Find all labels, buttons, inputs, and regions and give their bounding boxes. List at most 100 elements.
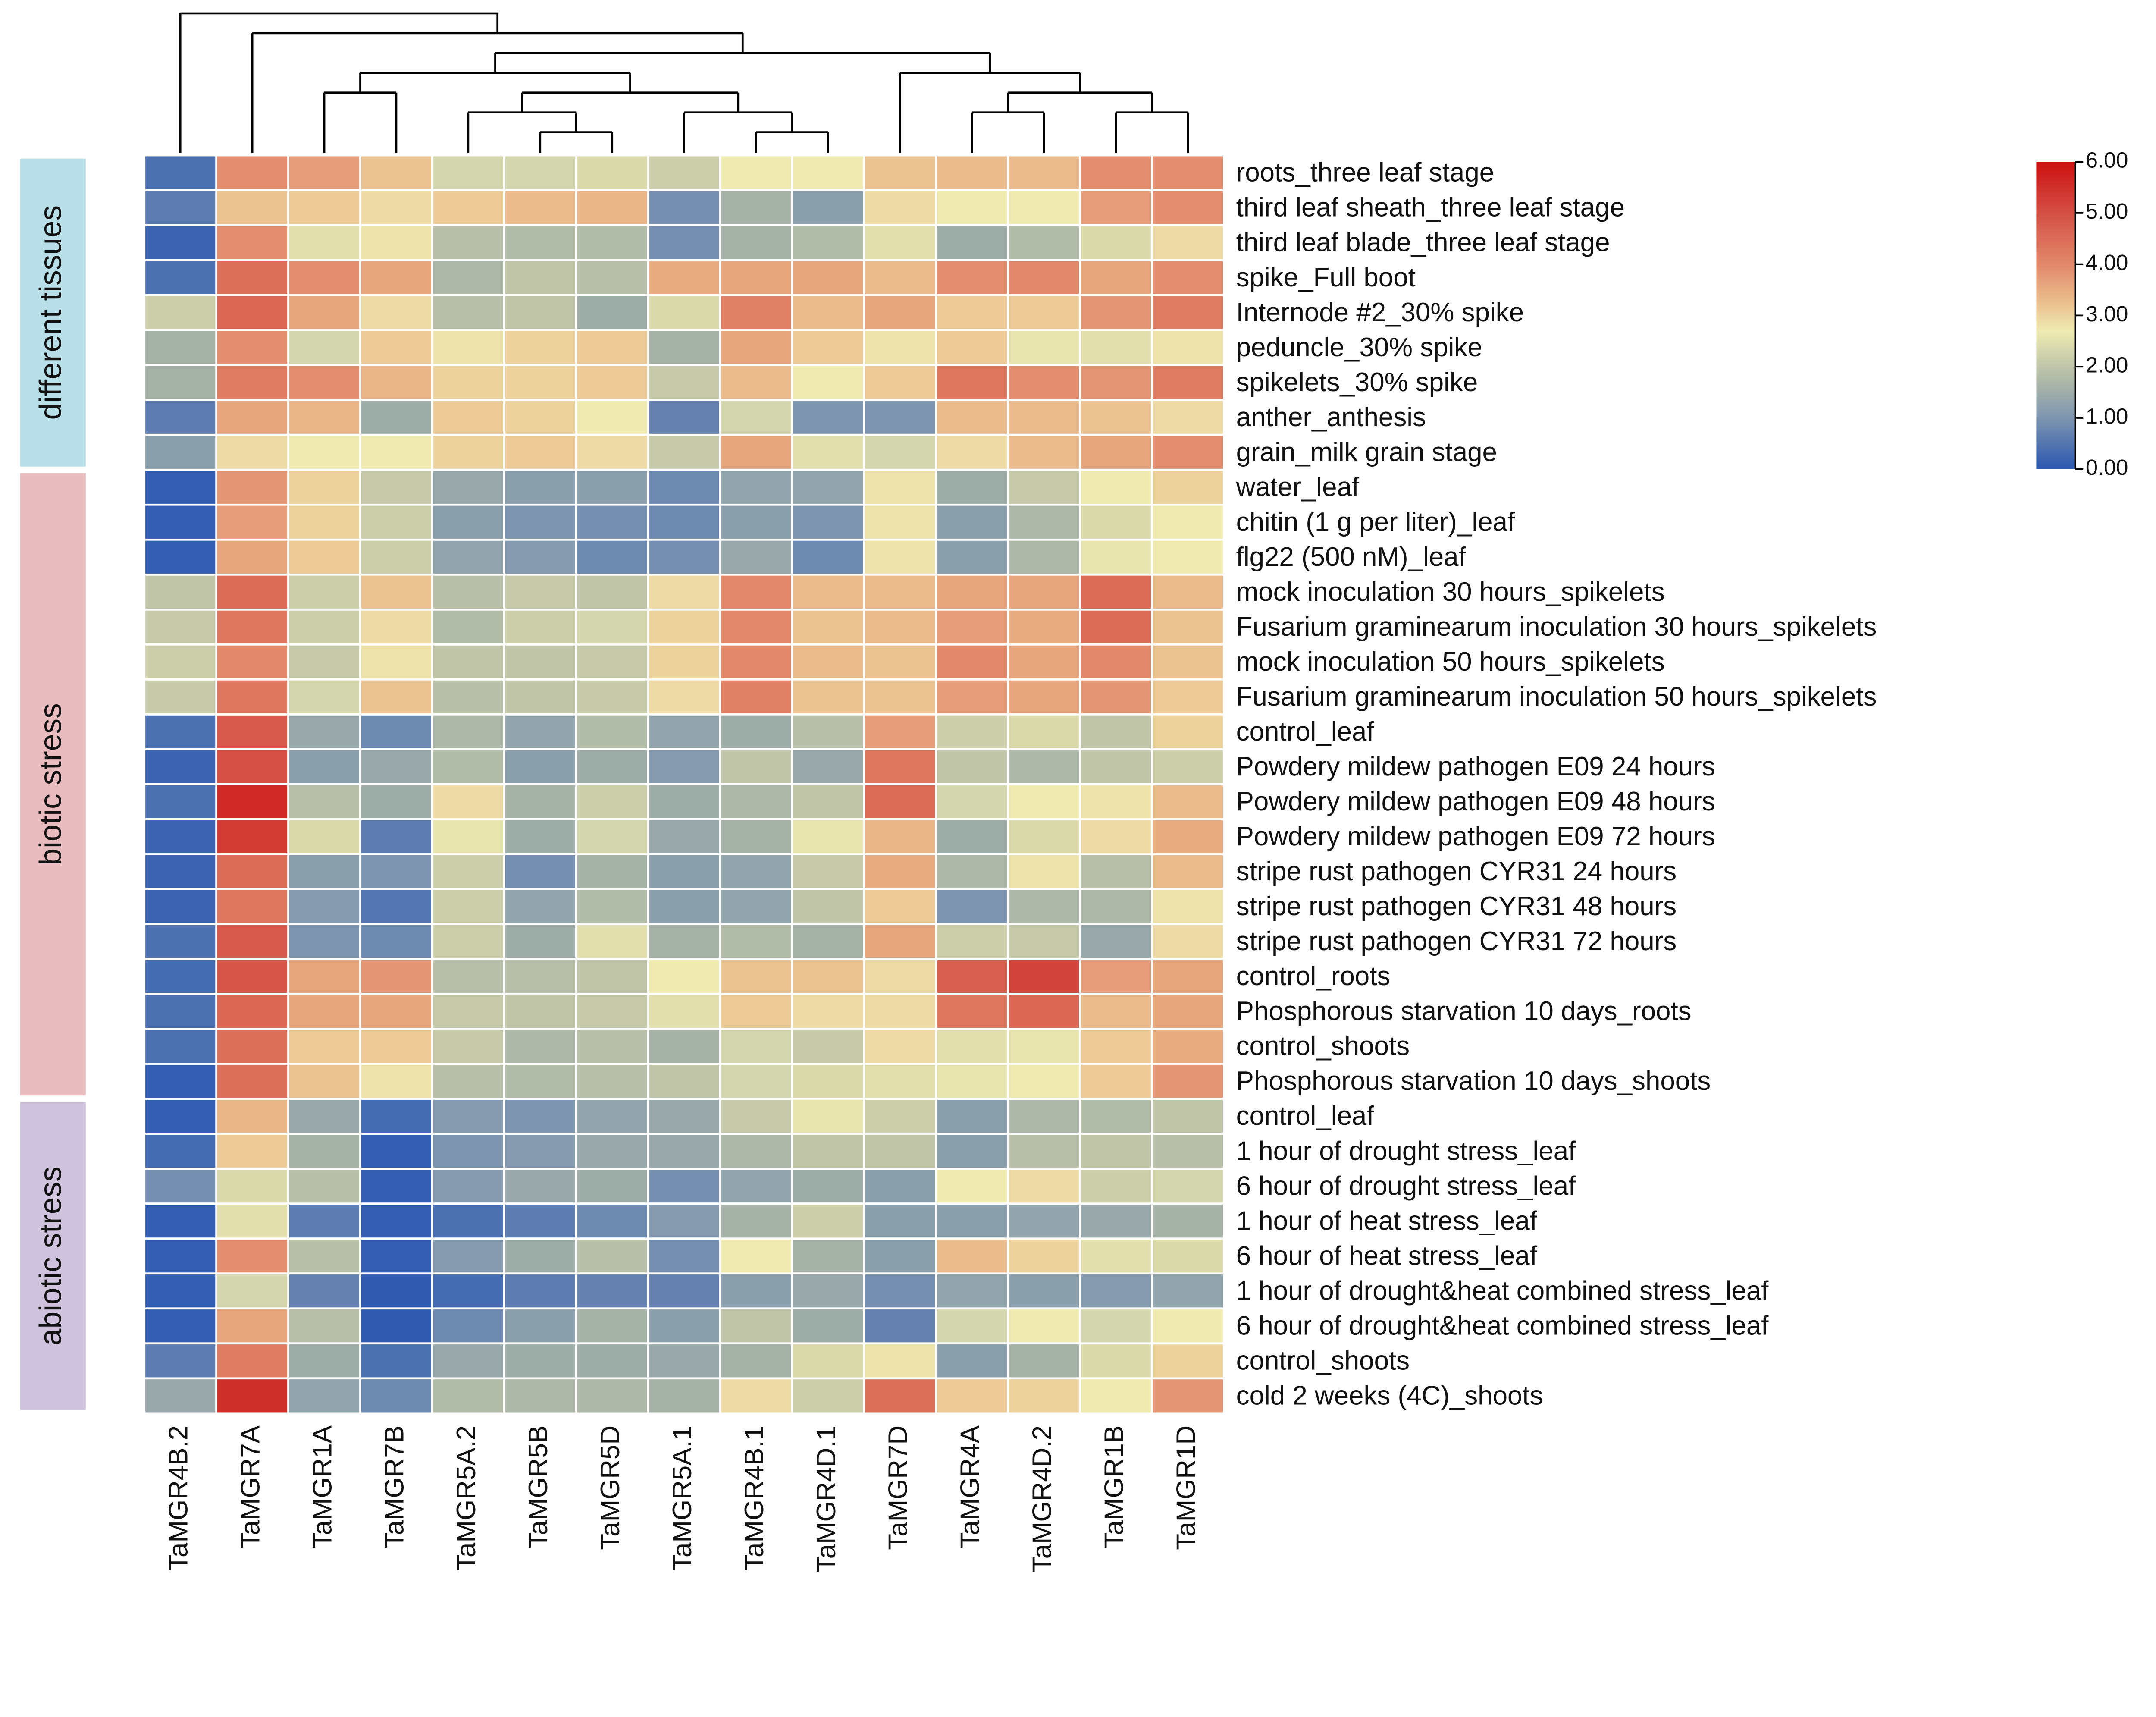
heatmap-cell	[1079, 538, 1153, 576]
heatmap-cell	[1151, 1307, 1225, 1345]
heatmap-cell	[791, 503, 865, 541]
heatmap-cell	[215, 1028, 289, 1065]
heatmap-cell	[1151, 1133, 1225, 1170]
heatmap-cell	[1007, 364, 1081, 401]
heatmap-cell	[647, 154, 721, 191]
heatmap-cell	[647, 468, 721, 506]
heatmap-cell	[431, 154, 505, 191]
heatmap-cell	[791, 923, 865, 960]
heatmap-cell	[575, 1272, 649, 1310]
heatmap-cell	[143, 189, 218, 226]
heatmap-cell	[935, 503, 1009, 541]
heatmap-cell	[935, 468, 1009, 506]
heatmap-cell	[1007, 433, 1081, 471]
column-label: TaMGR5A.2	[451, 1425, 481, 1571]
heatmap-cell	[143, 643, 218, 681]
heatmap-cell	[215, 958, 289, 995]
row-label: Internode #2_30% spike	[1236, 298, 1524, 327]
heatmap-cell	[935, 433, 1009, 471]
heatmap-cell	[503, 713, 577, 750]
heatmap-cell	[143, 294, 218, 331]
heatmap-cell	[647, 1028, 721, 1065]
heatmap-cell	[431, 853, 505, 890]
heatmap-cell	[863, 888, 937, 925]
row-label: mock inoculation 30 hours_spikelets	[1236, 577, 1665, 607]
heatmap-cell	[1151, 573, 1225, 611]
heatmap-cell	[215, 468, 289, 506]
heatmap-cell	[431, 678, 505, 716]
column-labels: TaMGR4B.2 TaMGR7A TaMGR1A TaMGR7B TaMGR5A.2 T…	[164, 1425, 1201, 1572]
heatmap-cell	[791, 678, 865, 716]
column-label: TaMGR1D	[1171, 1425, 1201, 1550]
heatmap-cell	[719, 399, 793, 436]
heatmap-cell	[143, 1063, 218, 1100]
heatmap-cell	[503, 678, 577, 716]
heatmap-cell	[1151, 468, 1225, 506]
colorbar-tick-label: 6.00	[2086, 148, 2128, 172]
heatmap-cell	[863, 1202, 937, 1240]
heatmap-cell	[359, 643, 433, 681]
heatmap-cell	[431, 433, 505, 471]
row-label: control_leaf	[1236, 1101, 1375, 1131]
heatmap-cell	[863, 713, 937, 750]
heatmap-cell	[431, 748, 505, 785]
heatmap-cell	[647, 224, 721, 261]
heatmap-cell	[791, 609, 865, 646]
heatmap-cell	[431, 993, 505, 1030]
heatmap-cell	[287, 958, 361, 995]
heatmap-cell	[359, 958, 433, 995]
heatmap-cell	[863, 783, 937, 820]
heatmap-cell	[503, 1272, 577, 1310]
heatmap-cell	[647, 1098, 721, 1135]
heatmap-cell	[143, 1272, 218, 1310]
heatmap-cell	[359, 189, 433, 226]
column-label: TaMGR4B.2	[164, 1425, 194, 1571]
heatmap-cell	[503, 259, 577, 296]
heatmap-cell	[575, 468, 649, 506]
heatmap-cell	[359, 259, 433, 296]
heatmap-cell	[935, 154, 1009, 191]
heatmap-cell	[215, 1063, 289, 1100]
row-label: cold 2 weeks (4C)_shoots	[1236, 1381, 1543, 1410]
heatmap-cell	[647, 1202, 721, 1240]
heatmap-cell	[215, 503, 289, 541]
heatmap-cell	[503, 1202, 577, 1240]
heatmap-cell	[863, 853, 937, 890]
heatmap-cell	[359, 154, 433, 191]
heatmap-cell	[359, 538, 433, 576]
column-label: TaMGR4B.1	[740, 1425, 769, 1571]
heatmap-cell	[647, 853, 721, 890]
heatmap-cell	[647, 1168, 721, 1205]
heatmap-cell	[575, 154, 649, 191]
heatmap-cell	[719, 678, 793, 716]
heatmap-cell	[431, 1133, 505, 1170]
heatmap-cell	[215, 538, 289, 576]
heatmap-cell	[503, 609, 577, 646]
heatmap-cell	[1007, 609, 1081, 646]
column-label: TaMGR4D.1	[812, 1425, 841, 1572]
heatmap-cell	[791, 364, 865, 401]
heatmap-cell	[359, 923, 433, 960]
heatmap-cell	[647, 609, 721, 646]
heatmap-cell	[215, 1377, 289, 1415]
heatmap-cell	[287, 364, 361, 401]
heatmap-cell	[143, 748, 218, 785]
row-label: Fusarium graminearum inoculation 50 hour…	[1236, 682, 1877, 712]
heatmap-cell	[287, 818, 361, 855]
heatmap-cell	[143, 1307, 218, 1345]
heatmap-cell	[791, 958, 865, 995]
heatmap-cell	[1151, 189, 1225, 226]
heatmap-cell	[359, 853, 433, 890]
heatmap-cell	[1079, 1272, 1153, 1310]
heatmap-cell	[1079, 364, 1153, 401]
heatmap-cell	[575, 224, 649, 261]
heatmap-cell	[503, 468, 577, 506]
heatmap-cell	[575, 678, 649, 716]
heatmap-cell	[1079, 609, 1153, 646]
heatmap-cell	[719, 1202, 793, 1240]
heatmap-cell	[143, 678, 218, 716]
heatmap-cell	[431, 609, 505, 646]
heatmap-cell	[1151, 1342, 1225, 1380]
heatmap-cell	[431, 1307, 505, 1345]
heatmap-cell	[1079, 503, 1153, 541]
